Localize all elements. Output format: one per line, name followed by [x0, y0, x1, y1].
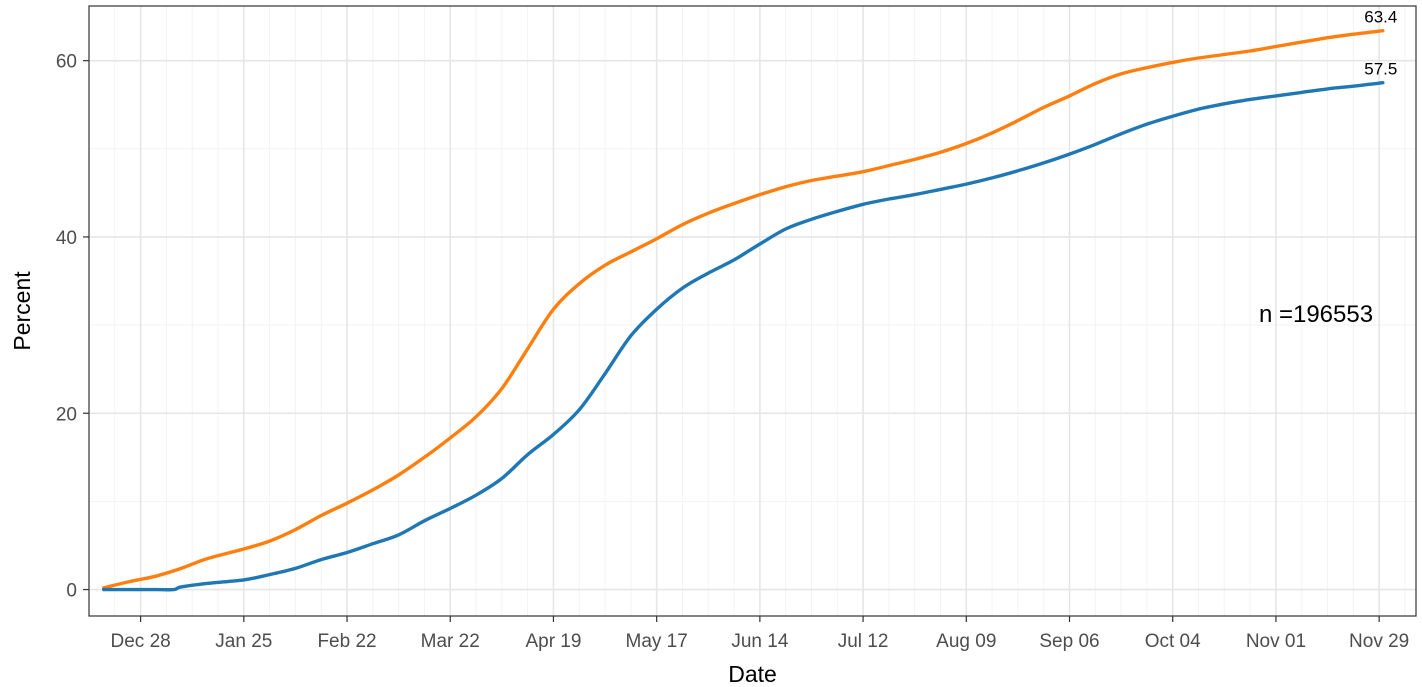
x-tick-label: Nov 29 [1349, 631, 1409, 652]
x-axis-title: Date [728, 661, 777, 687]
y-tick-label: 40 [56, 228, 77, 249]
plot-border [88, 5, 1417, 617]
x-tick-label: Jun 14 [731, 631, 788, 652]
y-tick-label: 60 [56, 52, 77, 73]
series-line-2 [102, 81, 1385, 592]
x-tick-label: May 17 [626, 631, 688, 652]
x-tick-label: Oct 04 [1145, 631, 1201, 652]
end-labels: 63.4 57.5 [1364, 8, 1397, 79]
sample-size-annotation: n =196553 [1259, 301, 1373, 328]
x-tick-label: Aug 09 [936, 631, 996, 652]
x-tick-label: Sep 06 [1039, 631, 1099, 652]
y-axis: 0 20 40 60 [56, 52, 89, 602]
x-tick-label: Jul 12 [838, 631, 889, 652]
gridlines [88, 6, 1416, 616]
series-line-1 [102, 29, 1385, 590]
series-lines [102, 29, 1385, 592]
x-tick-label: Nov 01 [1246, 631, 1306, 652]
y-tick-label: 0 [66, 581, 77, 602]
x-tick-label: Mar 22 [421, 631, 480, 652]
x-tick-label: Apr 19 [525, 631, 581, 652]
x-tick-label: Jan 25 [215, 631, 272, 652]
end-value-label: 63.4 [1364, 8, 1397, 27]
end-value-label: 57.5 [1364, 60, 1397, 79]
x-tick-label: Feb 22 [317, 631, 376, 652]
x-axis: Dec 28 Jan 25 Feb 22 Mar 22 Apr 19 May 17 Jun … [111, 616, 1409, 652]
x-tick-label: Dec 28 [111, 631, 171, 652]
y-tick-label: 20 [56, 404, 77, 425]
y-axis-title: Percent [9, 271, 35, 351]
